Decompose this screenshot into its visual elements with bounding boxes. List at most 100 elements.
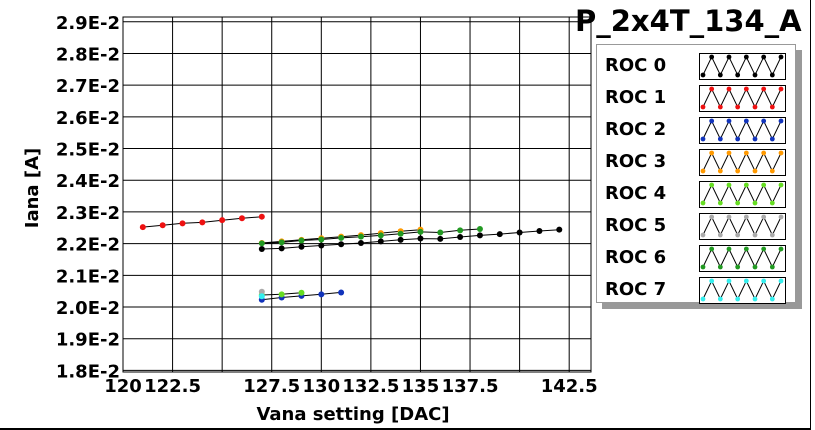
legend-swatch bbox=[699, 245, 786, 272]
legend-swatch bbox=[699, 117, 786, 144]
swatch-marker bbox=[752, 264, 758, 270]
legend-entry: ROC 7 bbox=[597, 273, 795, 305]
swatch-marker bbox=[709, 182, 715, 188]
swatch-marker bbox=[735, 72, 741, 78]
swatch-marker bbox=[735, 136, 741, 142]
data-point bbox=[437, 235, 444, 242]
legend-entry: ROC 2 bbox=[597, 113, 795, 145]
swatch-marker bbox=[769, 104, 775, 110]
swatch-marker bbox=[726, 54, 732, 60]
x-tick-label: 130 bbox=[303, 376, 341, 397]
axes: 1.8E-2 1.9E-2 2.0E-2 2.1E-2 2.2E-2 2.3E-2 2.4E… bbox=[56, 13, 598, 397]
data-point bbox=[338, 241, 345, 248]
y-axis-title: Iana [A] bbox=[22, 148, 43, 228]
data-point bbox=[457, 233, 464, 240]
y-tick-label: 2.0E-2 bbox=[56, 298, 120, 319]
data-point bbox=[258, 213, 265, 220]
grid bbox=[123, 17, 591, 372]
swatch-marker bbox=[761, 86, 767, 92]
swatch-marker bbox=[761, 182, 767, 188]
swatch-marker bbox=[778, 118, 784, 124]
swatch-line bbox=[702, 87, 782, 109]
swatch-marker bbox=[769, 168, 775, 174]
swatch-line bbox=[702, 119, 782, 141]
swatch-marker bbox=[709, 86, 715, 92]
swatch-marker bbox=[735, 200, 741, 206]
data-point bbox=[417, 228, 424, 235]
data-point bbox=[219, 217, 226, 224]
data-point bbox=[199, 219, 206, 226]
swatch-marker bbox=[709, 54, 715, 60]
swatch-marker bbox=[752, 72, 758, 78]
data-point bbox=[476, 232, 483, 239]
y-tick-label: 1.8E-2 bbox=[56, 361, 120, 382]
legend-swatch bbox=[699, 149, 786, 176]
swatch-marker bbox=[726, 278, 732, 284]
swatch-marker bbox=[700, 136, 706, 142]
swatch-marker bbox=[735, 232, 741, 238]
data-point bbox=[278, 239, 285, 246]
swatch-marker bbox=[761, 150, 767, 156]
legend-entry: ROC 5 bbox=[597, 209, 795, 241]
swatch-marker bbox=[700, 264, 706, 270]
data-point bbox=[417, 235, 424, 242]
data-point bbox=[496, 231, 503, 238]
swatch-marker bbox=[761, 246, 767, 252]
swatch-marker bbox=[717, 264, 723, 270]
data-point bbox=[338, 234, 345, 241]
swatch-marker bbox=[726, 214, 732, 220]
data-point bbox=[397, 236, 404, 243]
swatch-marker bbox=[700, 168, 706, 174]
series-layer bbox=[139, 213, 563, 303]
legend-label: ROC 4 bbox=[605, 183, 667, 204]
data-point bbox=[298, 243, 305, 250]
swatch-marker bbox=[726, 118, 732, 124]
data-point bbox=[159, 222, 166, 229]
data-point bbox=[238, 215, 245, 222]
swatch-marker bbox=[726, 86, 732, 92]
swatch-marker bbox=[769, 136, 775, 142]
swatch-marker bbox=[778, 214, 784, 220]
legend-label: ROC 2 bbox=[605, 119, 667, 140]
y-tick-label: 2.4E-2 bbox=[56, 171, 120, 192]
swatch-marker bbox=[743, 246, 749, 252]
swatch-marker bbox=[709, 246, 715, 252]
x-tick-label: 135 bbox=[402, 376, 440, 397]
x-tick-label: 137.5 bbox=[442, 376, 499, 397]
swatch-marker bbox=[700, 72, 706, 78]
swatch-marker bbox=[717, 168, 723, 174]
data-point bbox=[318, 236, 325, 243]
y-tick-label: 2.5E-2 bbox=[56, 140, 120, 161]
x-axis-title: Vana setting [DAC] bbox=[256, 404, 449, 425]
x-tick-label: 142.5 bbox=[541, 376, 598, 397]
legend-label: ROC 6 bbox=[605, 247, 667, 268]
swatch-marker bbox=[726, 246, 732, 252]
x-tick-label: 120 bbox=[104, 376, 142, 397]
legend-label: ROC 7 bbox=[605, 279, 667, 300]
swatch-marker bbox=[717, 72, 723, 78]
legend-entry: ROC 6 bbox=[597, 241, 795, 273]
data-point bbox=[258, 246, 265, 253]
legend-entry: ROC 1 bbox=[597, 81, 795, 113]
swatch-marker bbox=[743, 278, 749, 284]
legend-entry: ROC 3 bbox=[597, 145, 795, 177]
swatch-marker bbox=[735, 296, 741, 302]
swatch-marker bbox=[709, 278, 715, 284]
y-tick-label: 2.9E-2 bbox=[56, 13, 120, 34]
swatch-marker bbox=[726, 150, 732, 156]
data-point bbox=[357, 239, 364, 246]
data-point bbox=[338, 289, 345, 296]
data-point bbox=[139, 224, 146, 231]
legend-label: ROC 5 bbox=[605, 215, 667, 236]
swatch-marker bbox=[700, 296, 706, 302]
x-tick-label: 127.5 bbox=[243, 376, 300, 397]
swatch-marker bbox=[743, 54, 749, 60]
swatch-marker bbox=[717, 136, 723, 142]
legend: ROC 0 ROC 1 ROC 2 ROC 3 ROC 4 ROC 5 ROC 6 ROC 7 bbox=[596, 44, 796, 305]
data-point bbox=[298, 289, 305, 296]
swatch-marker bbox=[735, 104, 741, 110]
y-tick-label: 2.7E-2 bbox=[56, 76, 120, 97]
data-point bbox=[377, 238, 384, 245]
swatch-marker bbox=[769, 264, 775, 270]
